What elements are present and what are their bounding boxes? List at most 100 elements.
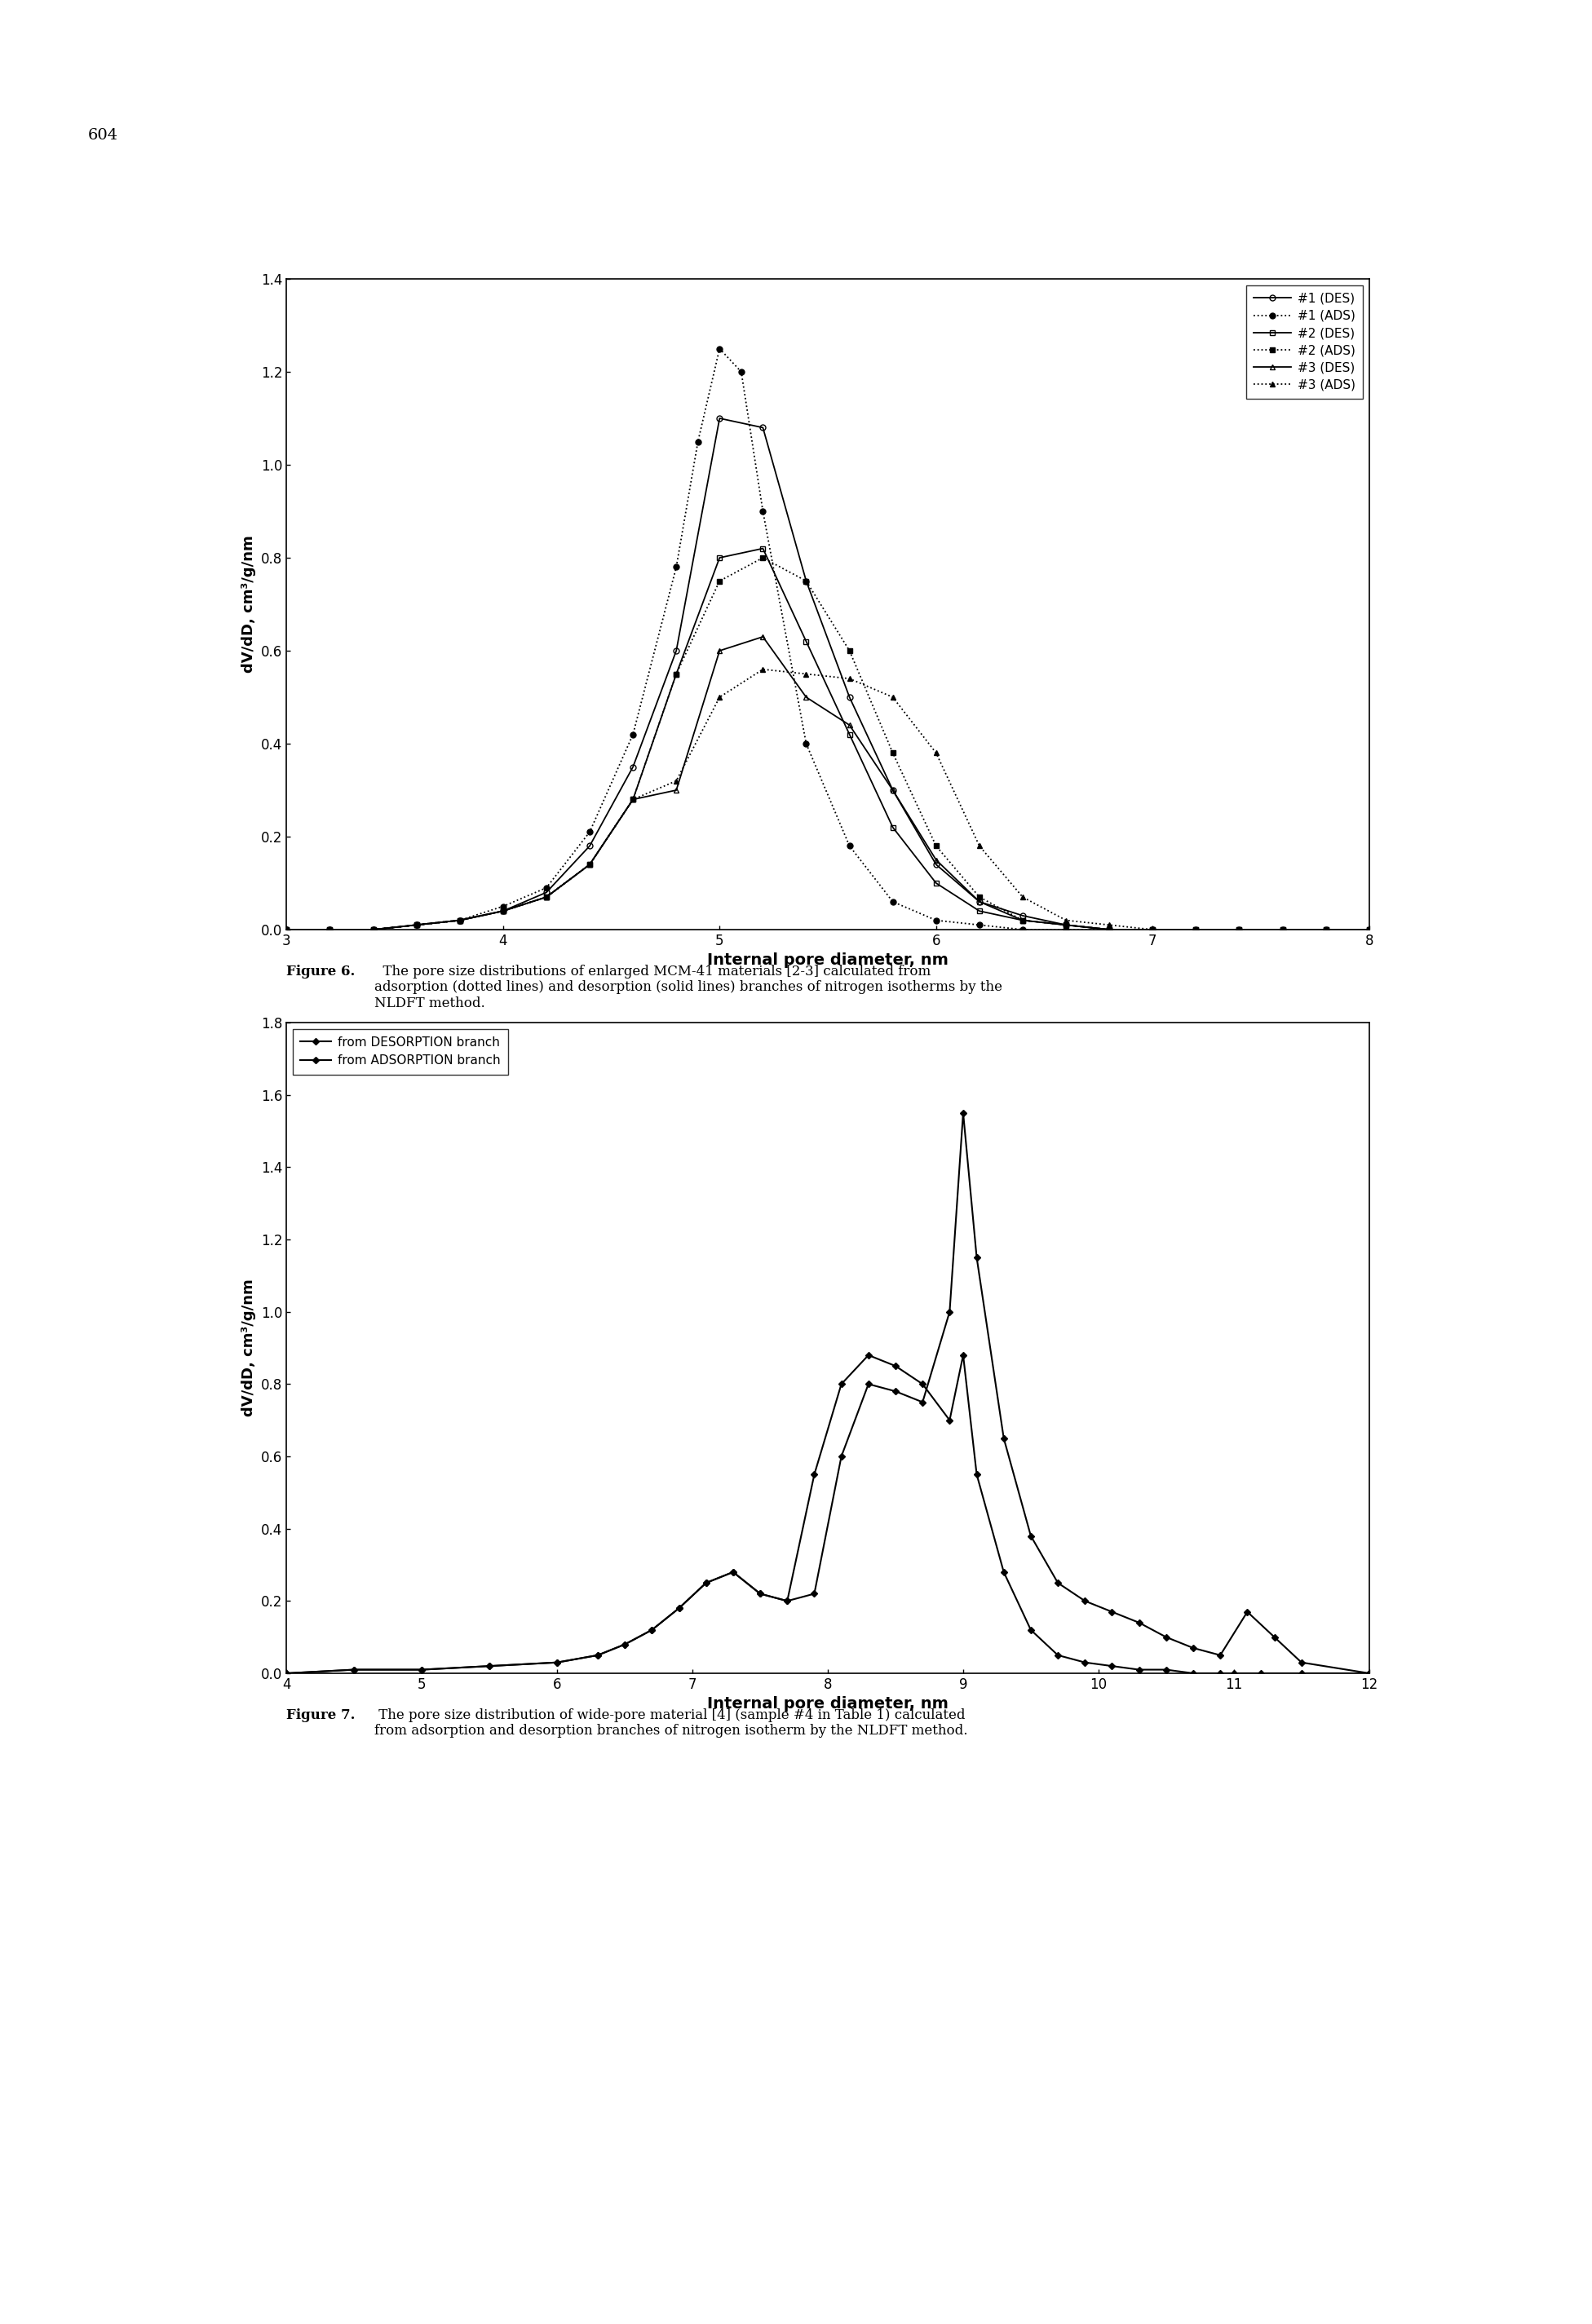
#2 (DES) bbox=[1100, 916, 1119, 944]
#1 (DES) bbox=[451, 906, 470, 934]
from ADSORPTION branch bbox=[1076, 1648, 1095, 1676]
#1 (DES) bbox=[841, 683, 860, 711]
#2 (ADS) bbox=[1186, 916, 1205, 944]
#2 (ADS) bbox=[841, 637, 860, 665]
#3 (ADS) bbox=[320, 916, 339, 944]
from DESORPTION branch bbox=[1048, 1569, 1067, 1597]
#3 (ADS) bbox=[927, 739, 946, 767]
#3 (ADS) bbox=[363, 916, 382, 944]
from ADSORPTION branch bbox=[995, 1557, 1014, 1585]
from DESORPTION branch bbox=[1157, 1622, 1176, 1650]
from DESORPTION branch bbox=[1103, 1599, 1122, 1627]
#1 (ADS) bbox=[667, 553, 686, 581]
#1 (ADS) bbox=[451, 906, 470, 934]
#2 (ADS) bbox=[1057, 911, 1076, 939]
#1 (ADS) bbox=[884, 888, 903, 916]
from DESORPTION branch bbox=[615, 1631, 634, 1659]
#1 (ADS) bbox=[1057, 916, 1076, 944]
Line: #3 (DES): #3 (DES) bbox=[283, 634, 1372, 932]
Legend: #1 (DES), #1 (ADS), #2 (DES), #2 (ADS), #3 (DES), #3 (ADS): #1 (DES), #1 (ADS), #2 (DES), #2 (ADS), … bbox=[1247, 286, 1363, 397]
#3 (DES) bbox=[1229, 916, 1248, 944]
#1 (DES) bbox=[320, 916, 339, 944]
from DESORPTION branch bbox=[277, 1659, 296, 1687]
from ADSORPTION branch bbox=[589, 1641, 608, 1669]
#1 (DES) bbox=[579, 832, 599, 860]
#1 (ADS) bbox=[494, 892, 513, 920]
#3 (ADS) bbox=[753, 655, 772, 683]
from DESORPTION branch bbox=[670, 1594, 689, 1622]
#3 (ADS) bbox=[710, 683, 729, 711]
X-axis label: Internal pore diameter, nm: Internal pore diameter, nm bbox=[707, 953, 949, 969]
#3 (DES) bbox=[1057, 911, 1076, 939]
from DESORPTION branch bbox=[589, 1641, 608, 1669]
from DESORPTION branch bbox=[643, 1615, 662, 1643]
X-axis label: Internal pore diameter, nm: Internal pore diameter, nm bbox=[707, 1697, 949, 1713]
#2 (ADS) bbox=[1143, 916, 1162, 944]
#1 (ADS) bbox=[277, 916, 296, 944]
from ADSORPTION branch bbox=[806, 1459, 825, 1487]
from DESORPTION branch bbox=[778, 1587, 798, 1615]
#3 (ADS) bbox=[970, 832, 989, 860]
#3 (DES) bbox=[537, 883, 556, 911]
from ADSORPTION branch bbox=[1157, 1655, 1176, 1683]
from ADSORPTION branch bbox=[670, 1594, 689, 1622]
#2 (ADS) bbox=[1317, 916, 1336, 944]
#3 (DES) bbox=[320, 916, 339, 944]
#1 (ADS) bbox=[732, 358, 751, 386]
#3 (DES) bbox=[624, 786, 643, 813]
#1 (DES) bbox=[537, 878, 556, 906]
from ADSORPTION branch bbox=[481, 1652, 500, 1680]
#3 (ADS) bbox=[1100, 911, 1119, 939]
#3 (ADS) bbox=[624, 786, 643, 813]
#1 (ADS) bbox=[408, 911, 427, 939]
#1 (DES) bbox=[408, 911, 427, 939]
#1 (DES) bbox=[884, 776, 903, 804]
from DESORPTION branch bbox=[1130, 1608, 1149, 1636]
#2 (ADS) bbox=[579, 851, 599, 878]
from DESORPTION branch bbox=[697, 1569, 716, 1597]
#1 (DES) bbox=[1229, 916, 1248, 944]
#1 (DES) bbox=[1143, 916, 1162, 944]
#2 (DES) bbox=[1143, 916, 1162, 944]
#1 (ADS) bbox=[624, 720, 643, 748]
#3 (DES) bbox=[1360, 916, 1379, 944]
from ADSORPTION branch bbox=[1048, 1641, 1067, 1669]
from DESORPTION branch bbox=[1293, 1648, 1312, 1676]
from DESORPTION branch bbox=[885, 1378, 904, 1406]
from ADSORPTION branch bbox=[1224, 1659, 1243, 1687]
#1 (ADS) bbox=[927, 906, 946, 934]
#1 (DES) bbox=[1317, 916, 1336, 944]
Line: from ADSORPTION branch: from ADSORPTION branch bbox=[285, 1353, 1371, 1676]
#1 (ADS) bbox=[363, 916, 382, 944]
from DESORPTION branch bbox=[1266, 1622, 1285, 1650]
#1 (ADS) bbox=[579, 818, 599, 846]
from DESORPTION branch bbox=[412, 1655, 431, 1683]
#2 (DES) bbox=[667, 660, 686, 688]
#2 (ADS) bbox=[537, 883, 556, 911]
#3 (ADS) bbox=[451, 906, 470, 934]
#1 (DES) bbox=[753, 414, 772, 442]
from ADSORPTION branch bbox=[954, 1341, 973, 1369]
from ADSORPTION branch bbox=[914, 1371, 933, 1399]
from ADSORPTION branch bbox=[643, 1615, 662, 1643]
#1 (ADS) bbox=[1100, 916, 1119, 944]
Line: #1 (ADS): #1 (ADS) bbox=[283, 346, 1156, 932]
#1 (DES) bbox=[1013, 902, 1032, 930]
from ADSORPTION branch bbox=[778, 1587, 798, 1615]
from ADSORPTION branch bbox=[615, 1631, 634, 1659]
from ADSORPTION branch bbox=[751, 1580, 771, 1608]
#1 (ADS) bbox=[970, 911, 989, 939]
from ADSORPTION branch bbox=[1212, 1659, 1231, 1687]
#1 (DES) bbox=[1274, 916, 1293, 944]
#1 (DES) bbox=[1057, 911, 1076, 939]
#3 (DES) bbox=[796, 683, 815, 711]
#1 (DES) bbox=[1186, 916, 1205, 944]
Y-axis label: dV/dD, cm³/g/nm: dV/dD, cm³/g/nm bbox=[242, 1278, 256, 1418]
#2 (ADS) bbox=[1360, 916, 1379, 944]
#3 (DES) bbox=[1317, 916, 1336, 944]
#1 (DES) bbox=[710, 404, 729, 432]
#1 (ADS) bbox=[796, 730, 815, 758]
#1 (ADS) bbox=[537, 874, 556, 902]
#3 (DES) bbox=[408, 911, 427, 939]
#1 (DES) bbox=[927, 851, 946, 878]
